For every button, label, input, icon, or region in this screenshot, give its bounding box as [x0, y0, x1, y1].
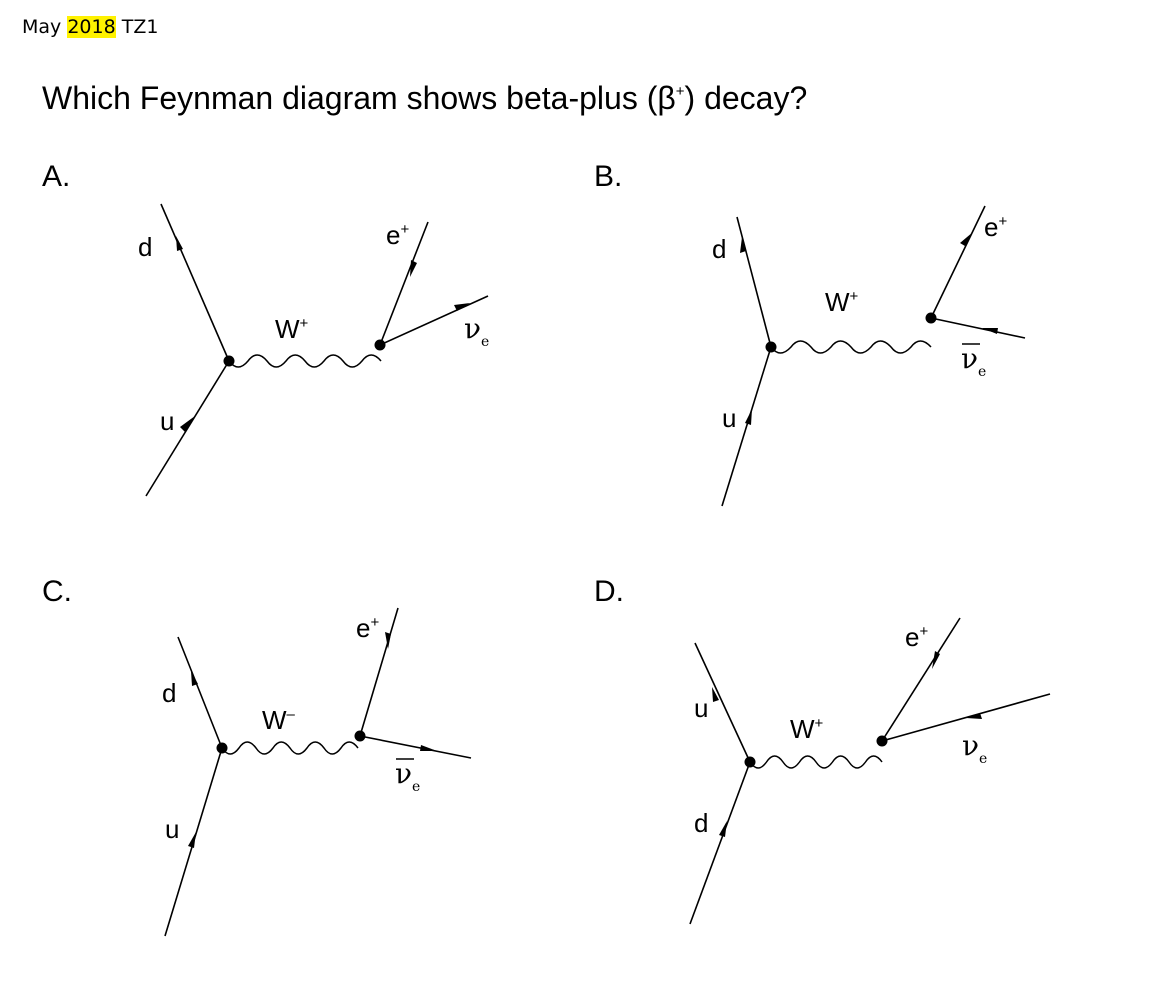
diagram-a-boson-label: W+: [275, 314, 309, 344]
diagram-a-upper-quark-arrow: [176, 236, 183, 251]
diagram-d-lower-quark-label: d: [694, 808, 708, 838]
option-b-label[interactable]: B.: [594, 160, 623, 193]
question-text-end: ) decay?: [684, 80, 808, 116]
question-text: Which Feynman diagram shows beta-plus (β…: [42, 80, 807, 117]
diagram-d-boson-wave: [749, 755, 883, 769]
diagram-c-lepton-label: e+: [356, 613, 379, 643]
diagram-d-neutrino-line: [881, 693, 1051, 742]
diagram-c-neutrino-label: νe: [395, 757, 420, 795]
diagram-d-quark-vertex: [744, 756, 756, 768]
diagram-b-lepton-vertex: [925, 312, 937, 324]
diagram-d-lepton-vertex: [876, 735, 888, 747]
diagram-b-upper-quark-arrow: [740, 237, 746, 253]
diagram-d-lower-quark-arrow: [719, 821, 727, 837]
diagram-d-upper-quark-line: [694, 642, 751, 763]
diagram-b-lepton-label: e+: [984, 212, 1007, 242]
diagram-a-neutrino-line: [379, 295, 489, 346]
diagram-d-lepton-arrow: [932, 651, 940, 669]
diagram-c-lepton-line: [359, 607, 399, 737]
diagram-b-lower-quark-arrow: [745, 409, 752, 425]
diagram-a-lepton-arrow: [410, 260, 417, 277]
diagram-a-neutrino-arrow: [454, 303, 470, 311]
diagram-b-upper-quark-label: d: [712, 234, 726, 264]
diagram-c-neutrino-line: [359, 735, 472, 759]
diagram-a-lepton-label: e+: [386, 220, 409, 250]
option-d-label[interactable]: D.: [594, 575, 624, 608]
diagram-d-upper-quark-label: u: [694, 693, 708, 723]
diagram-d-upper-quark-arrow: [712, 687, 719, 702]
diagram-d[interactable]: u d W+ e+ νe: [689, 617, 1051, 925]
option-c-label[interactable]: C.: [42, 575, 72, 608]
diagram-a-lower-quark-arrow: [180, 416, 195, 432]
exam-time-zone: TZ1: [121, 16, 159, 38]
diagram-b-boson-wave: [770, 340, 932, 354]
option-a-label[interactable]: A.: [42, 160, 71, 193]
exam-session-header: May 2018 TZ1: [22, 16, 158, 38]
diagram-b-lepton-arrow: [960, 232, 973, 246]
diagram-a-lepton-vertex: [374, 339, 386, 351]
diagram-d-lepton-label: e+: [905, 622, 928, 652]
diagram-b-boson-label: W+: [825, 287, 859, 317]
diagram-d-neutrino-label: νe: [962, 729, 987, 767]
diagram-b-quark-vertex: [765, 341, 777, 353]
diagram-b-lower-quark-label: u: [722, 403, 736, 433]
diagram-b-neutrino-line: [930, 317, 1026, 339]
diagram-b-lepton-line: [930, 205, 986, 319]
diagram-c-boson-label: W–: [262, 705, 296, 735]
diagram-c-lower-quark-label: u: [165, 814, 179, 844]
diagram-d-lower-quark-line: [689, 761, 751, 925]
diagram-c-upper-quark-arrow: [191, 671, 198, 686]
diagram-a-upper-quark-label: d: [138, 232, 152, 262]
diagram-a-quark-vertex: [223, 355, 235, 367]
diagram-c-upper-quark-label: d: [162, 678, 176, 708]
diagram-d-boson-label: W+: [790, 714, 824, 744]
diagram-a-lepton-line: [379, 221, 429, 346]
diagram-c-lepton-vertex: [354, 730, 366, 742]
diagram-b-lower-quark-line: [721, 346, 772, 507]
diagram-b-neutrino-arrow: [982, 328, 998, 334]
diagram-c-neutrino-arrow: [420, 745, 437, 751]
exam-month: May: [22, 16, 62, 38]
diagram-a-lower-quark-line: [145, 360, 230, 497]
diagram-a-lower-quark-label: u: [160, 406, 174, 436]
diagram-d-neutrino-arrow: [966, 713, 982, 719]
diagram-a-upper-quark-line: [160, 203, 230, 362]
diagram-b-neutrino-label: νe: [961, 342, 986, 380]
question-text-start: Which Feynman diagram shows beta-plus (β: [42, 80, 676, 116]
diagram-d-lepton-line: [881, 617, 961, 742]
diagram-a-boson-wave: [228, 354, 382, 368]
diagram-c-upper-quark-line: [177, 636, 223, 749]
diagram-c[interactable]: d u W– e+ νe: [162, 607, 472, 937]
diagram-c-lower-quark-arrow: [188, 832, 196, 848]
diagram-b-upper-quark-line: [736, 216, 772, 348]
diagram-c-boson-wave: [221, 741, 359, 755]
diagram-a[interactable]: d u W+ e+ νe: [138, 203, 489, 497]
diagram-c-lepton-arrow: [385, 632, 391, 649]
diagram-b[interactable]: d u W+ e+ νe: [712, 205, 1026, 507]
question-beta-superscript: +: [675, 83, 685, 100]
exam-year-highlighted: 2018: [67, 16, 116, 38]
diagram-c-quark-vertex: [216, 742, 228, 754]
diagram-a-neutrino-label: νe: [464, 312, 489, 350]
